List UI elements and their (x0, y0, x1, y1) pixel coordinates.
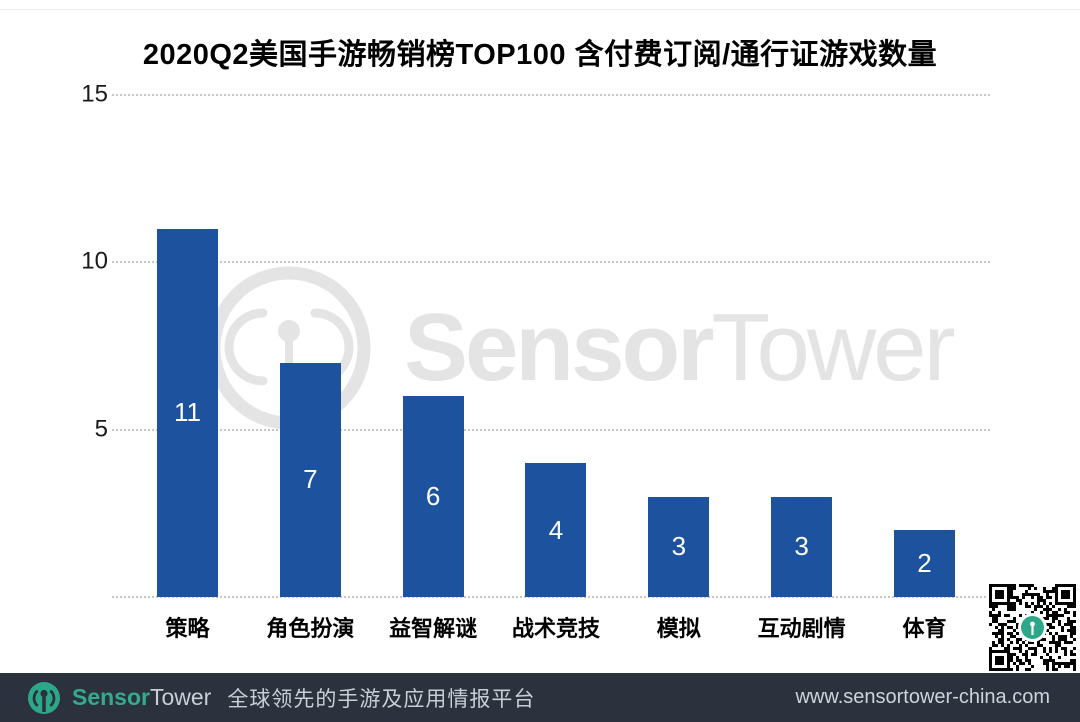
card-top-border (0, 9, 1080, 10)
chart-title: 2020Q2美国手游畅销榜TOP100 含付费订阅/通行证游戏数量 (142, 39, 938, 71)
bar-value-label: 2 (917, 548, 932, 578)
x-axis-baseline (112, 596, 990, 598)
footer-brand-tower: Tower (149, 684, 212, 710)
sensortower-logo-icon (28, 681, 60, 714)
gridline (112, 428, 990, 431)
x-axis-category-label: 互动剧情 (757, 616, 846, 641)
bar-value-label: 3 (671, 531, 687, 562)
qrcode (986, 581, 1079, 674)
footer-tagline: 全球领先的手游及应用情报平台 (227, 687, 536, 711)
bar-value-label: 4 (548, 514, 564, 545)
bar: 3 (771, 496, 833, 597)
footer-brand: SensorTower (72, 684, 211, 711)
x-axis-category-label: 模拟 (656, 616, 701, 641)
qrcode-image (986, 581, 1079, 674)
watermark-text: SensorTower (404, 300, 956, 396)
bar-value-label: 3 (794, 531, 809, 562)
x-axis-category-label: 战术竞技 (511, 616, 600, 641)
footer-brand-sensor: Sensor (72, 684, 150, 710)
bar: 2 (893, 530, 955, 597)
bar: 3 (648, 496, 710, 597)
watermark-tower: Tower (711, 294, 955, 401)
x-axis-category-label: 策略 (165, 616, 210, 641)
gridline (112, 261, 990, 263)
x-axis-category-label: 益智解谜 (389, 616, 478, 641)
y-axis-tick-label: 10 (81, 247, 108, 275)
bar: 7 (279, 362, 341, 597)
y-axis-tick-label: 15 (81, 79, 108, 107)
watermark-sensor: Sensor (404, 294, 714, 401)
y-axis-tick-label: 5 (94, 414, 108, 442)
bar: 6 (402, 396, 464, 597)
bar: 4 (525, 463, 587, 597)
footer-url: www.sensortower-china.com (795, 686, 1050, 708)
bar-value-label: 6 (425, 481, 441, 511)
footer-bar: SensorTower 全球领先的手游及应用情报平台 www.sensortow… (0, 673, 1080, 722)
gridline (112, 93, 990, 96)
x-axis-category-label: 体育 (902, 616, 947, 641)
bar-value-label: 11 (174, 397, 201, 428)
bar-value-label: 7 (303, 464, 318, 495)
x-axis-category-label: 角色扮演 (266, 616, 355, 641)
bar: 11 (157, 228, 218, 597)
